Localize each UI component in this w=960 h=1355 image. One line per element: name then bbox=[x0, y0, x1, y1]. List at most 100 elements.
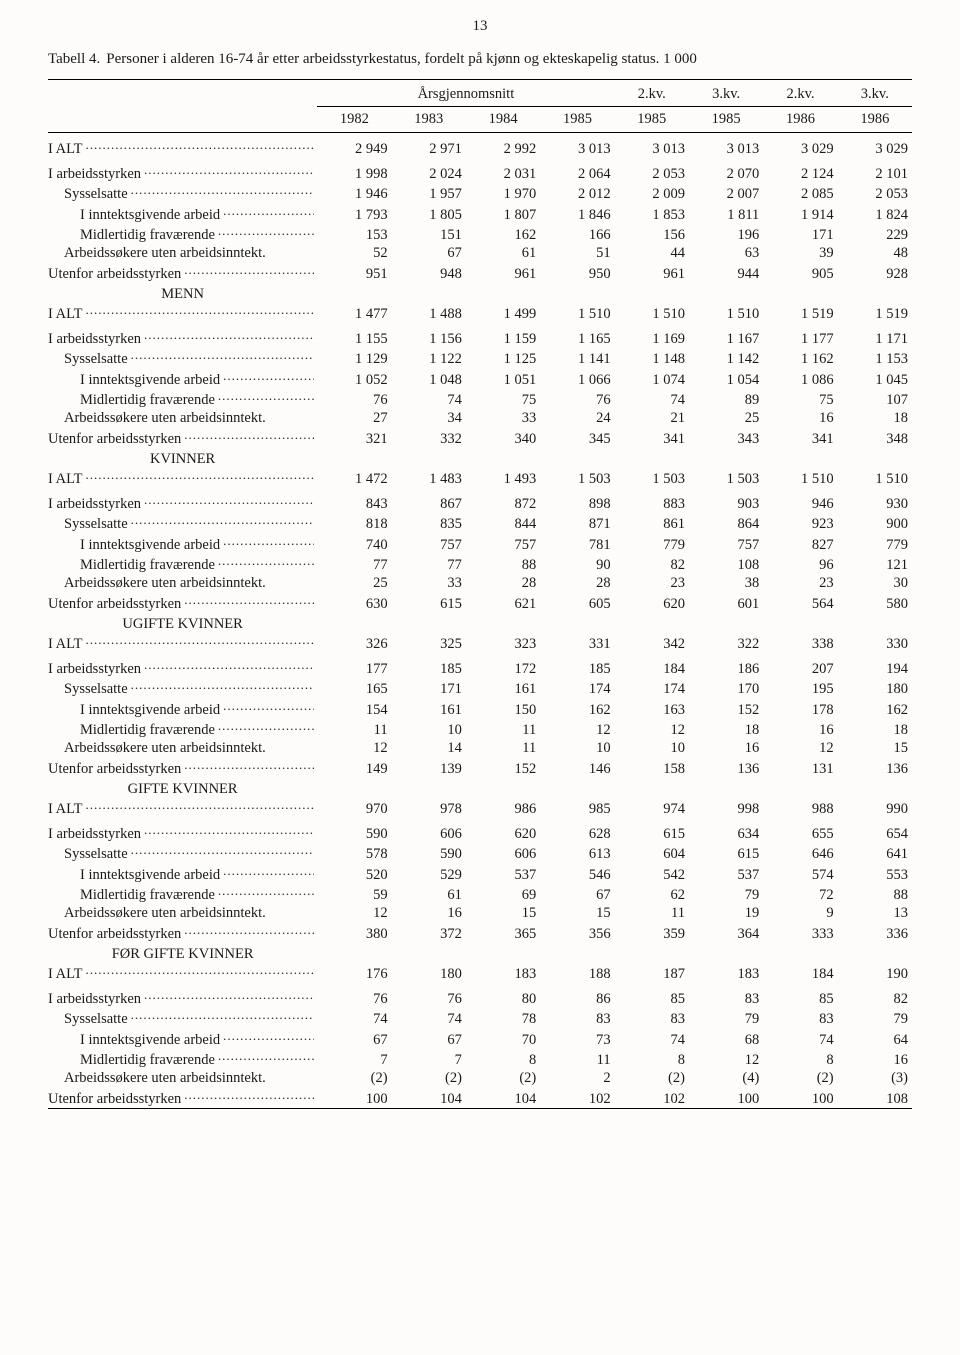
leader-dots bbox=[86, 139, 315, 154]
cell-value: 100 bbox=[763, 1088, 837, 1109]
leader-dots bbox=[86, 634, 315, 649]
cell-value: 578 bbox=[317, 843, 391, 864]
cell-value: 77 bbox=[317, 554, 391, 575]
cell-value: 171 bbox=[763, 224, 837, 245]
cell-value: 74 bbox=[763, 1029, 837, 1050]
cell-value: 986 bbox=[466, 798, 540, 819]
cell-value: 1 846 bbox=[540, 204, 614, 225]
cell-value: 970 bbox=[317, 798, 391, 819]
cell-value: 372 bbox=[392, 923, 466, 944]
cell-value: 1 142 bbox=[689, 348, 763, 369]
cell-value: 27 bbox=[317, 410, 391, 428]
cell-value: 325 bbox=[392, 633, 466, 654]
cell-value: 1 510 bbox=[689, 303, 763, 324]
cell-value: 604 bbox=[615, 843, 689, 864]
header-year: 1985 bbox=[689, 106, 763, 132]
header-q2a: 2.kv. bbox=[615, 83, 689, 107]
cell-value: 2 124 bbox=[763, 163, 837, 184]
cell-value: 331 bbox=[540, 633, 614, 654]
cell-value: 341 bbox=[615, 428, 689, 449]
cell-value: 3 029 bbox=[838, 138, 912, 159]
cell-value: 70 bbox=[466, 1029, 540, 1050]
cell-value: 171 bbox=[392, 678, 466, 699]
cell-value: 961 bbox=[615, 263, 689, 284]
cell-value: 1 510 bbox=[838, 468, 912, 489]
cell-value: 1 171 bbox=[838, 328, 912, 349]
cell-value: 529 bbox=[392, 864, 466, 885]
cell-value: 654 bbox=[838, 823, 912, 844]
cell-value: 67 bbox=[317, 1029, 391, 1050]
cell-value: 19 bbox=[689, 905, 763, 923]
cell-value: 2 012 bbox=[540, 183, 614, 204]
cell-value: 2 101 bbox=[838, 163, 912, 184]
row-label: Utenfor arbeidsstyrken bbox=[48, 1088, 317, 1109]
cell-value: 1 914 bbox=[763, 204, 837, 225]
row-label: Utenfor arbeidsstyrken bbox=[48, 758, 317, 779]
cell-value: 615 bbox=[392, 593, 466, 614]
row-label: I arbeidsstyrken bbox=[48, 163, 317, 184]
cell-value: 757 bbox=[466, 534, 540, 555]
leader-dots bbox=[131, 514, 315, 529]
row-label: I ALT bbox=[48, 963, 317, 984]
cell-value: 67 bbox=[540, 884, 614, 905]
cell-value: 961 bbox=[466, 263, 540, 284]
row-label: Midlertidig fraværende bbox=[48, 719, 317, 740]
cell-value: 7 bbox=[317, 1049, 391, 1070]
cell-value: 33 bbox=[392, 575, 466, 593]
cell-value: 864 bbox=[689, 513, 763, 534]
cell-value: 1 853 bbox=[615, 204, 689, 225]
leader-dots bbox=[218, 390, 314, 405]
cell-value: 930 bbox=[838, 493, 912, 514]
cell-value: 338 bbox=[763, 633, 837, 654]
caption-text: Personer i alderen 16-74 år etter arbeid… bbox=[106, 49, 697, 69]
cell-value: 10 bbox=[615, 740, 689, 758]
cell-value: 104 bbox=[392, 1088, 466, 1109]
table-row: Sysselsatte818835844871861864923900 bbox=[48, 513, 912, 534]
cell-value: 827 bbox=[763, 534, 837, 555]
row-label: Sysselsatte bbox=[48, 678, 317, 699]
cell-value: 985 bbox=[540, 798, 614, 819]
cell-value: 83 bbox=[689, 988, 763, 1009]
table-row: Utenfor arbeidsstyrken321332340345341343… bbox=[48, 428, 912, 449]
cell-value: 51 bbox=[540, 245, 614, 263]
cell-value: 74 bbox=[317, 1008, 391, 1029]
cell-value: 1 129 bbox=[317, 348, 391, 369]
cell-value: 76 bbox=[317, 988, 391, 1009]
cell-value: 1 177 bbox=[763, 328, 837, 349]
cell-value: 781 bbox=[540, 534, 614, 555]
cell-value: 2 971 bbox=[392, 138, 466, 159]
cell-value: 186 bbox=[689, 658, 763, 679]
cell-value: 615 bbox=[689, 843, 763, 864]
cell-value: 108 bbox=[689, 554, 763, 575]
cell-value: 348 bbox=[838, 428, 912, 449]
cell-value: 90 bbox=[540, 554, 614, 575]
cell-value: 162 bbox=[466, 224, 540, 245]
cell-value: 601 bbox=[689, 593, 763, 614]
cell-value: 2 070 bbox=[689, 163, 763, 184]
page-number: 13 bbox=[48, 18, 912, 35]
cell-value: 3 013 bbox=[540, 138, 614, 159]
row-label: I arbeidsstyrken bbox=[48, 823, 317, 844]
cell-value: 63 bbox=[689, 245, 763, 263]
cell-value: 79 bbox=[838, 1008, 912, 1029]
cell-value: 950 bbox=[540, 263, 614, 284]
cell-value: (3) bbox=[838, 1070, 912, 1088]
cell-value: 1 472 bbox=[317, 468, 391, 489]
cell-value: 162 bbox=[838, 699, 912, 720]
cell-value: 21 bbox=[615, 410, 689, 428]
leader-dots bbox=[184, 758, 314, 773]
cell-value: 1 957 bbox=[392, 183, 466, 204]
cell-value: 634 bbox=[689, 823, 763, 844]
cell-value: 229 bbox=[838, 224, 912, 245]
leader-dots bbox=[86, 799, 315, 814]
table-row: Arbeidssøkere uten arbeidsinntekt.273433… bbox=[48, 410, 912, 428]
table-row: Sysselsatte7474788383798379 bbox=[48, 1008, 912, 1029]
leader-dots bbox=[131, 679, 315, 694]
row-label: Utenfor arbeidsstyrken bbox=[48, 593, 317, 614]
cell-value: (2) bbox=[392, 1070, 466, 1088]
cell-value: 1 162 bbox=[763, 348, 837, 369]
cell-value: 16 bbox=[763, 719, 837, 740]
cell-value: 923 bbox=[763, 513, 837, 534]
cell-value: 11 bbox=[540, 1049, 614, 1070]
cell-value: 1 488 bbox=[392, 303, 466, 324]
